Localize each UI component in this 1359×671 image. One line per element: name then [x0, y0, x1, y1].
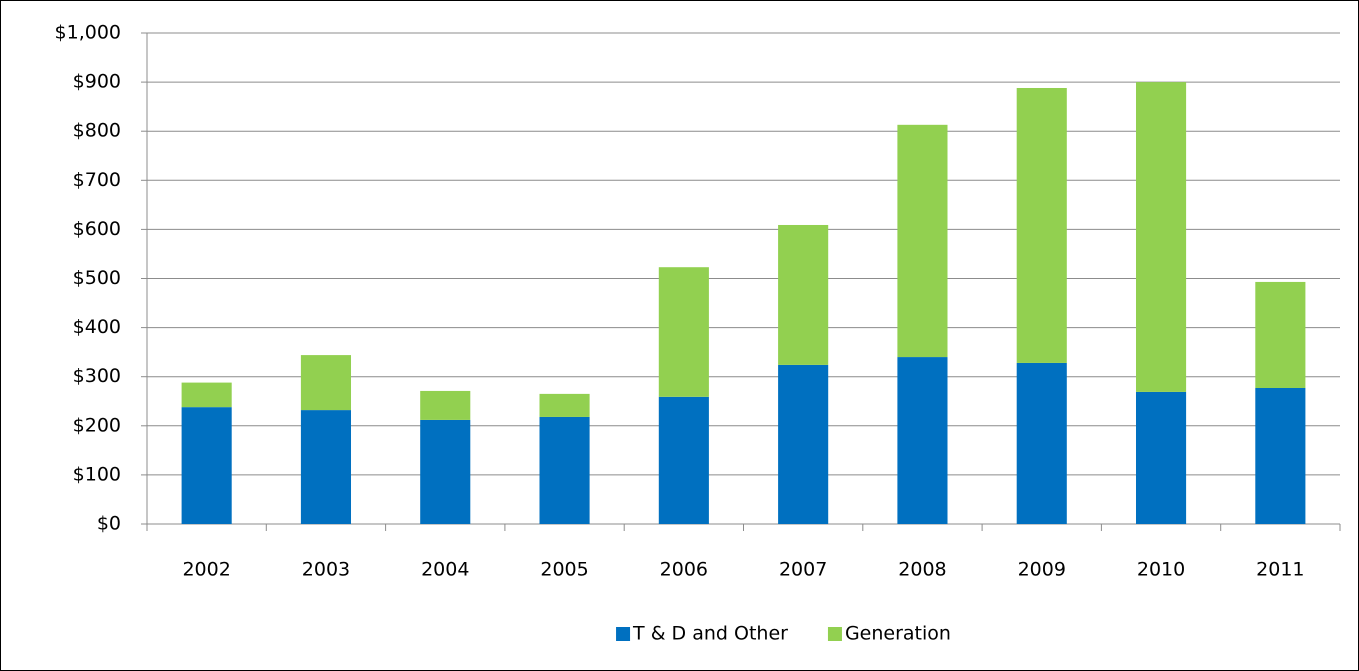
y-tick-label: $700: [73, 169, 121, 191]
y-tick-label: $0: [97, 513, 121, 535]
bar-segment: [658, 267, 709, 397]
bar-segment: [658, 396, 709, 524]
x-tick-label: 2005: [540, 559, 588, 581]
legend-swatch: [827, 627, 842, 641]
legend-label: T & D and Other: [632, 623, 788, 645]
x-tick-label: 2011: [1256, 559, 1304, 581]
bar-segment: [420, 390, 471, 420]
x-tick-label: 2007: [779, 559, 827, 581]
bar-segment: [539, 393, 590, 417]
bar-segment: [420, 419, 471, 524]
legend-label: Generation: [845, 623, 951, 645]
y-tick-label: $500: [73, 267, 121, 289]
x-tick-label: 2010: [1137, 559, 1185, 581]
y-tick-label: $600: [73, 218, 121, 240]
x-tick-label: 2008: [898, 559, 946, 581]
y-tick-label: $800: [73, 120, 121, 142]
bar-segment: [1135, 391, 1187, 524]
x-tick-label: 2003: [302, 559, 350, 581]
bar-segment: [300, 355, 352, 411]
x-tick-label: 2006: [660, 559, 708, 581]
bar-segment: [897, 357, 948, 524]
x-tick-label: 2009: [1018, 559, 1066, 581]
bar-segment: [1135, 82, 1187, 392]
legend-swatch: [616, 627, 631, 641]
bar-segment: [897, 124, 948, 358]
bar-segment: [778, 224, 829, 365]
bar-segment: [1255, 387, 1306, 524]
x-tick-label: 2004: [421, 559, 469, 581]
y-tick-label: $300: [73, 365, 121, 387]
bar-segment: [181, 382, 232, 408]
bar-segment: [539, 416, 590, 524]
y-tick-label: $900: [73, 71, 121, 93]
y-tick-label: $200: [73, 414, 121, 436]
bar-segment: [1016, 87, 1067, 363]
bar-segment: [181, 407, 232, 524]
y-tick-label: $100: [73, 463, 121, 485]
bar-segment: [1016, 362, 1067, 524]
y-tick-label: $1,000: [55, 22, 121, 44]
bar-segment: [778, 364, 829, 524]
bar-segment: [300, 410, 352, 524]
bar-segment: [1255, 281, 1306, 388]
x-tick-label: 2002: [182, 559, 230, 581]
y-tick-label: $400: [73, 316, 121, 338]
